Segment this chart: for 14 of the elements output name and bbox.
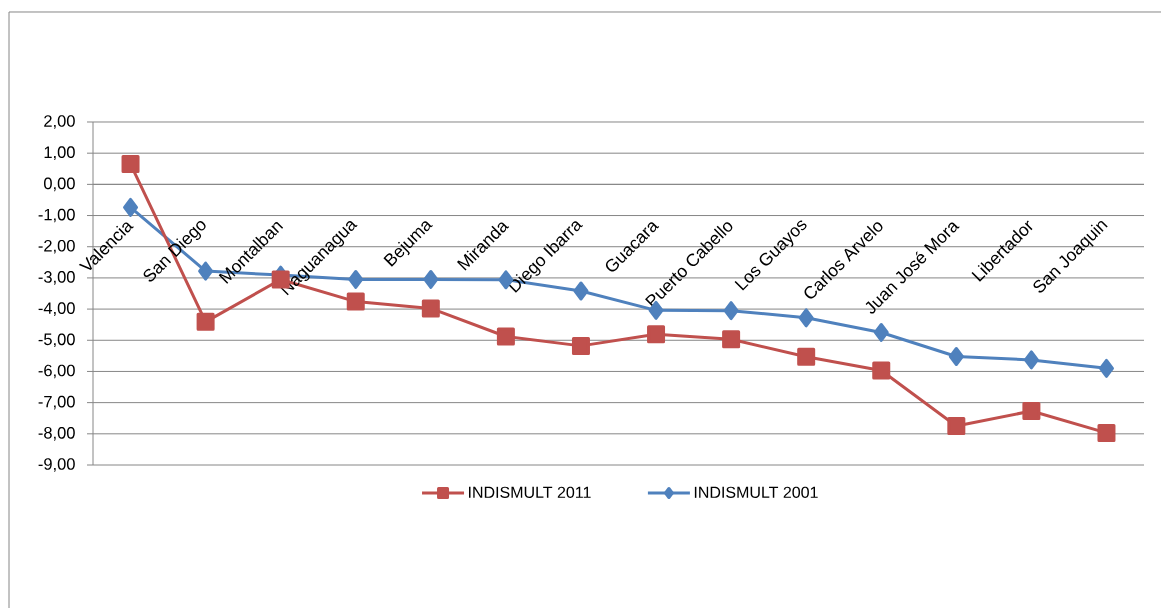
- y-tick-label: 1,00: [44, 146, 75, 160]
- legend-label: INDISMULT 2001: [694, 486, 818, 498]
- y-tick-label: -6,00: [38, 364, 75, 379]
- y-tick-label: -9,00: [38, 458, 75, 472]
- y-tick-label: 0,00: [44, 177, 75, 192]
- y-tick-label: -3,00: [38, 271, 75, 285]
- y-tick-label: -8,00: [38, 427, 75, 441]
- y-tick-label: -7,00: [38, 395, 75, 410]
- y-tick-label: -1,00: [38, 208, 75, 223]
- y-tick-label: 2,00: [44, 115, 75, 129]
- y-tick-label: -5,00: [38, 333, 75, 348]
- y-tick-label: -4,00: [38, 302, 75, 316]
- legend-label: INDISMULT 2011: [469, 486, 591, 498]
- y-tick-label: -2,00: [38, 239, 75, 254]
